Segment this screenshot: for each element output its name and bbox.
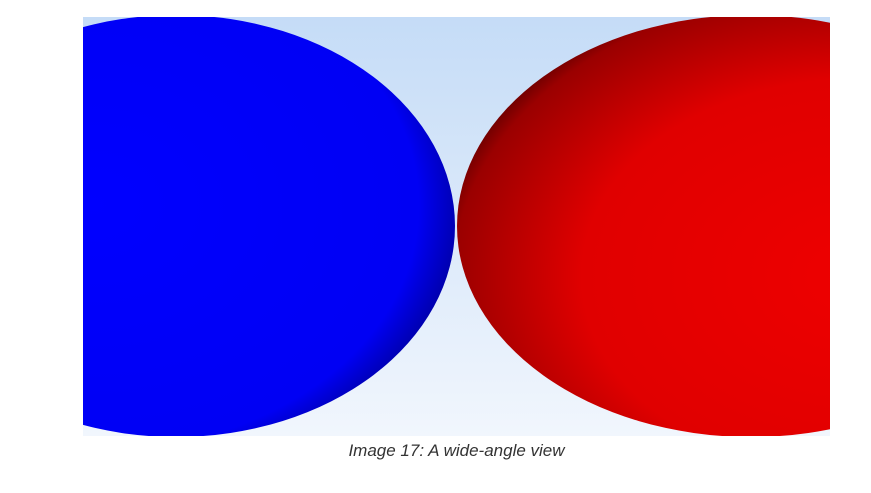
red-sphere	[457, 17, 830, 436]
rendered-scene-image	[83, 17, 830, 436]
figure-caption: Image 17: A wide-angle view	[348, 441, 565, 460]
blue-sphere	[83, 17, 455, 436]
